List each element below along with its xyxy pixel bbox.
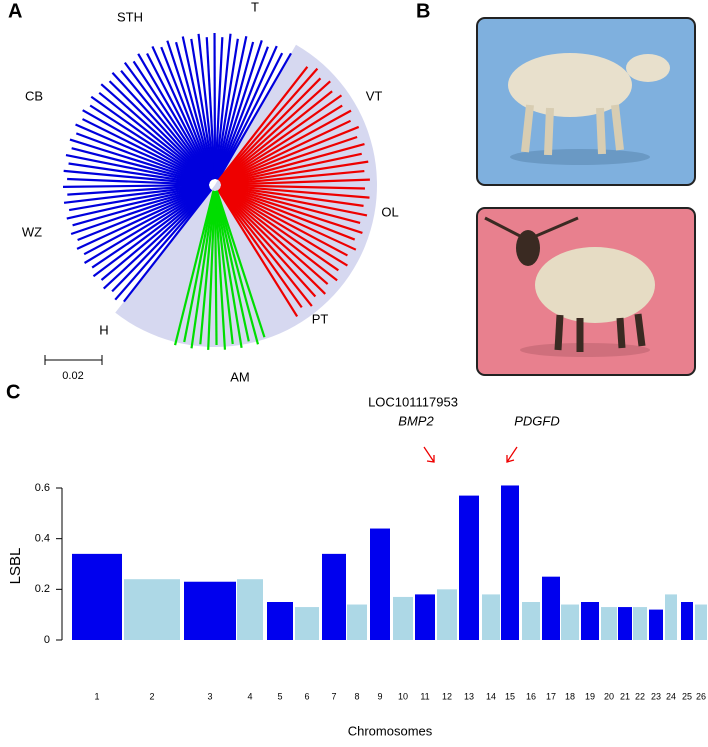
y-axis-label: LSBL [7, 548, 24, 585]
x-tick-label: 13 [464, 691, 474, 701]
chromosome-band [482, 594, 500, 640]
x-tick-label: 2 [149, 691, 154, 701]
x-tick-label: 18 [565, 691, 575, 701]
y-tick-label: 0 [44, 634, 50, 646]
tree-label: OL [381, 204, 398, 219]
chromosome-band [267, 602, 293, 640]
x-tick-label: 26 [696, 691, 706, 701]
x-tick-label: 16 [526, 691, 536, 701]
photo [477, 208, 695, 375]
y-tick-label: 0.6 [35, 482, 50, 494]
x-tick-label: 24 [666, 691, 676, 701]
x-tick-label: 23 [651, 691, 661, 701]
chromosome-band [393, 597, 413, 640]
tree-label: H [99, 322, 108, 337]
x-tick-label: 20 [604, 691, 614, 701]
x-tick-label: 25 [682, 691, 692, 701]
tree-label: WZ [22, 224, 42, 239]
annotation: BMP2 [398, 413, 434, 428]
x-tick-label: 14 [486, 691, 496, 701]
plot-area [72, 485, 707, 640]
x-tick-label: 1 [94, 691, 99, 701]
chromosome-band [437, 589, 457, 640]
x-tick-label: 8 [354, 691, 359, 701]
chromosome-band [124, 579, 180, 640]
x-tick-label: 10 [398, 691, 408, 701]
chromosome-band [370, 529, 390, 640]
tree-label: T [251, 0, 259, 14]
chromosome-band [347, 605, 367, 640]
chromosome-band [665, 594, 677, 640]
x-tick-label: 4 [247, 691, 252, 701]
branch [215, 191, 216, 345]
chromosome-band [522, 602, 540, 640]
chromosome-band [542, 577, 560, 640]
x-tick-label: 6 [304, 691, 309, 701]
panel-label: C [6, 381, 20, 403]
x-tick-label: 9 [377, 691, 382, 701]
tree-label: STH [117, 9, 143, 24]
chromosome-band [581, 602, 599, 640]
x-tick-label: 7 [331, 691, 336, 701]
annotation-arrow [424, 447, 517, 462]
x-tick-label: 12 [442, 691, 452, 701]
chromosome-band [415, 594, 435, 640]
x-tick-label: 19 [585, 691, 595, 701]
x-tick-label: 15 [505, 691, 515, 701]
chromosome-band [681, 602, 693, 640]
tree-label: PT [312, 311, 329, 326]
tree-label: VT [366, 88, 383, 103]
chromosome-band [295, 607, 319, 640]
chromosome-band [72, 554, 122, 640]
photo [477, 18, 695, 185]
chromosome-band [561, 605, 579, 640]
chromosome-band [618, 607, 632, 640]
chromosome-band [184, 582, 236, 640]
scale-label: 0.02 [62, 370, 83, 382]
chromosome-band [501, 485, 519, 640]
y-tick-label: 0.4 [35, 533, 50, 545]
x-tick-label: 11 [420, 691, 429, 701]
x-tick-label: 3 [207, 691, 212, 701]
tree-label: AM [230, 369, 250, 384]
chromosome-band [649, 610, 663, 640]
annotation: PDGFD [514, 413, 560, 428]
chromosome-band [459, 496, 479, 640]
chromosome-band [322, 554, 346, 640]
panel-label: A [8, 0, 22, 22]
x-tick-label: 21 [620, 691, 630, 701]
x-axis-label: Chromosomes [348, 723, 433, 738]
panel-label: B [416, 0, 430, 22]
chromosome-band [237, 579, 263, 640]
tree-label: CB [25, 88, 43, 103]
chromosome-band [695, 605, 707, 640]
chromosome-band [633, 607, 647, 640]
scale-bar [45, 355, 102, 365]
x-tick-label: 22 [635, 691, 645, 701]
annotation: LOC101117953 [368, 394, 458, 409]
x-tick-label: 5 [277, 691, 282, 701]
chromosome-band [601, 607, 617, 640]
x-tick-label: 17 [546, 691, 556, 701]
tree [63, 33, 377, 350]
y-tick-label: 0.2 [35, 583, 50, 595]
